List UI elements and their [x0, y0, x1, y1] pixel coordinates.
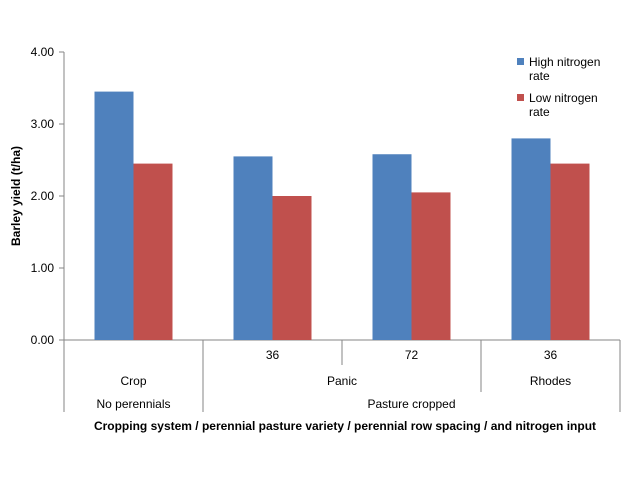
axes: 0.00 1.00 2.00 3.00 4.00 — [31, 45, 621, 412]
bars — [94, 91, 590, 340]
system-label: No perennials — [96, 397, 170, 411]
row-spacing-label: 72 — [405, 348, 419, 362]
bar — [511, 138, 551, 340]
bar — [133, 163, 173, 340]
x-axis-title: Cropping system / perennial pasture vari… — [94, 419, 596, 433]
bar — [233, 156, 273, 340]
y-tick-label: 2.00 — [31, 189, 55, 203]
system-label: Pasture cropped — [367, 397, 455, 411]
row-spacing-label: 36 — [266, 348, 280, 362]
bar — [372, 154, 412, 340]
bar — [411, 192, 451, 340]
variety-label: Rhodes — [530, 374, 571, 388]
legend-swatch — [517, 58, 524, 65]
legend-label: rate — [529, 69, 550, 83]
y-axis-title: Barley yield (t/ha) — [9, 146, 23, 246]
y-tick-label: 1.00 — [31, 261, 55, 275]
row-spacing-label: 36 — [544, 348, 558, 362]
legend-label: rate — [529, 105, 550, 119]
variety-label: Crop — [120, 374, 146, 388]
variety-label: Panic — [327, 374, 357, 388]
legend-swatch — [517, 94, 524, 101]
legend-label: High nitrogen — [529, 55, 600, 69]
bar — [272, 196, 312, 340]
y-tick-label: 4.00 — [31, 45, 55, 59]
bar — [550, 163, 590, 340]
y-tick-label: 0.00 — [31, 333, 55, 347]
bar — [94, 91, 134, 340]
y-tick-label: 3.00 — [31, 117, 55, 131]
category-labels: 36 72 36 Crop Panic Rhodes No perennials Pastur… — [96, 348, 571, 411]
legend-label: Low nitrogen — [529, 91, 598, 105]
